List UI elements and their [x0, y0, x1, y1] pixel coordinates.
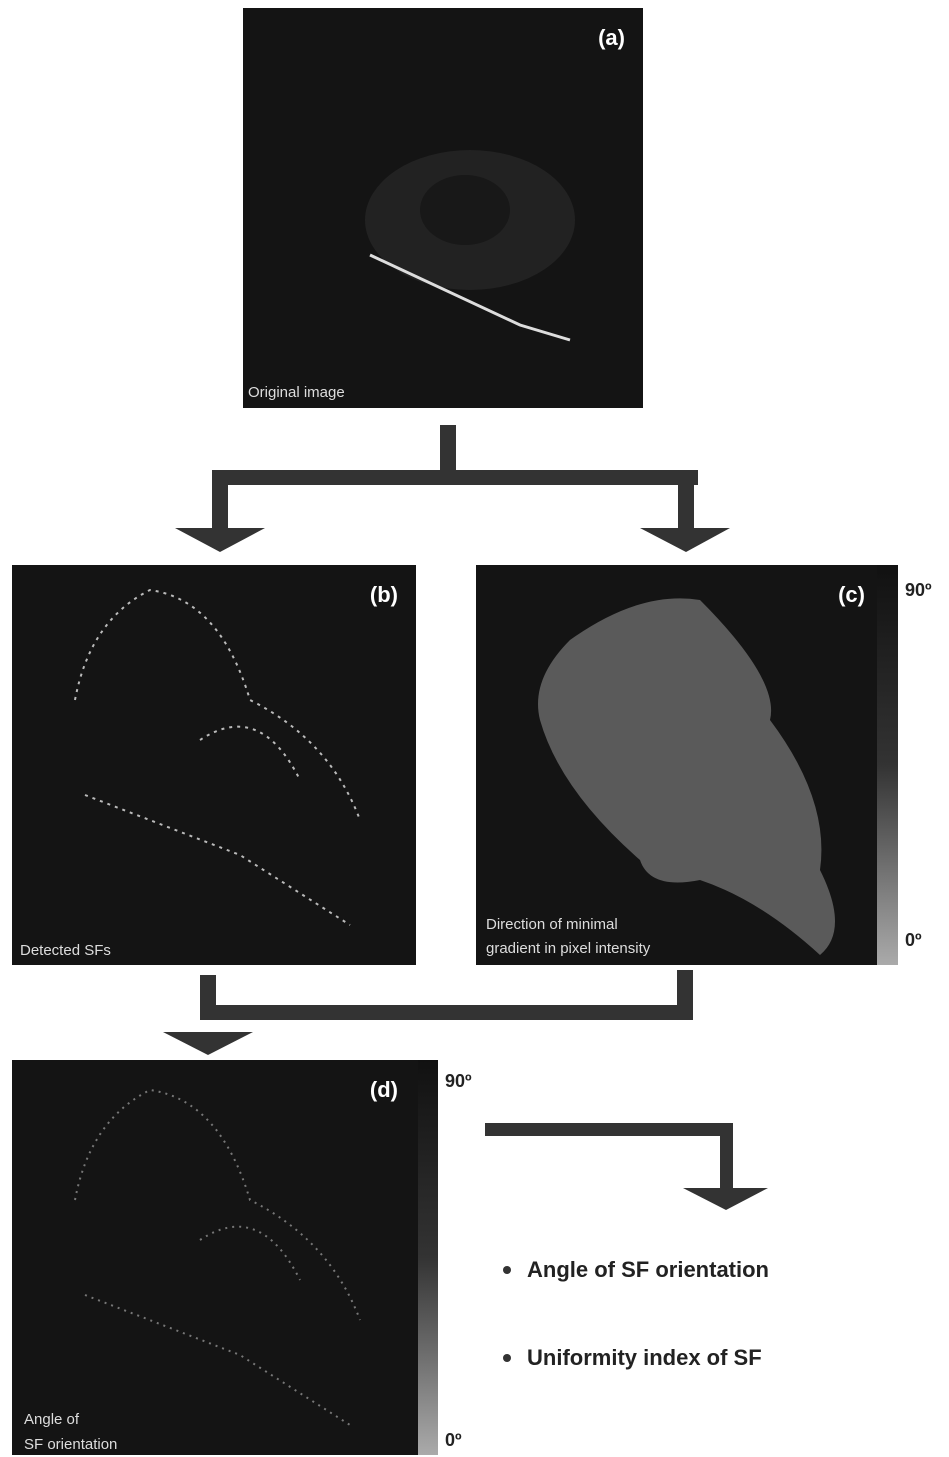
panel-b: (b) Detected SFs — [12, 565, 416, 965]
panel-c: (c) Direction of minimal gradient in pix… — [476, 565, 932, 965]
scale-min: 0º — [905, 930, 922, 950]
output-arrow — [485, 1123, 768, 1210]
panel-caption: Detected SFs — [20, 942, 111, 959]
panel-caption: gradient in pixel intensity — [486, 940, 651, 957]
nucleus — [420, 175, 510, 245]
panel-caption: SF orientation — [24, 1436, 117, 1453]
scale-max: 90º — [445, 1071, 472, 1091]
merge-arrow — [163, 970, 693, 1055]
panel-tag: (c) — [838, 582, 865, 607]
panel-d: (d) Angle of SF orientation 90º 0º — [12, 1060, 472, 1455]
colorbar — [877, 565, 898, 965]
panel-tag: (b) — [370, 582, 398, 607]
outputs: Angle of SF orientation Uniformity index… — [503, 1257, 769, 1370]
panel-caption: Original image — [248, 384, 345, 401]
panel-tag: (d) — [370, 1077, 398, 1102]
image — [12, 1060, 418, 1455]
scale-max: 90º — [905, 580, 932, 600]
scale-min: 0º — [445, 1430, 462, 1450]
output-item: Uniformity index of SF — [527, 1345, 762, 1370]
panel-tag: (a) — [598, 25, 625, 50]
panel-caption: Direction of minimal — [486, 916, 618, 933]
panel-a: (a) Original image — [243, 8, 643, 408]
figure: (a) Original image (b) Detected SFs (c) … — [0, 0, 949, 1457]
image — [12, 565, 416, 965]
output-item: Angle of SF orientation — [527, 1257, 769, 1282]
split-arrow — [175, 425, 730, 552]
colorbar — [418, 1060, 438, 1455]
panel-caption: Angle of — [24, 1411, 80, 1428]
